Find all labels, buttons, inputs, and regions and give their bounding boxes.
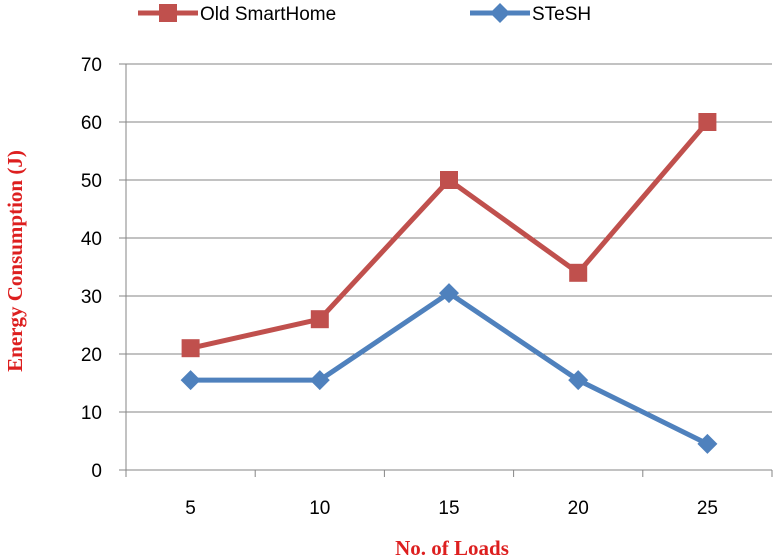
x-tick-label: 25 [697, 498, 718, 519]
y-axis-title: Energy Consumption (J) [3, 150, 27, 372]
series-line [190, 120, 710, 351]
y-tick-label: 30 [81, 287, 102, 308]
grid-lines [119, 63, 773, 477]
axes [125, 64, 772, 471]
y-tick-label: 50 [81, 171, 102, 192]
x-tick-label: 15 [438, 498, 459, 519]
data-point-marker [698, 113, 717, 131]
legend-label: Old SmartHome [200, 4, 336, 25]
series-old-smarthome [181, 113, 717, 358]
y-tick-label: 40 [81, 229, 102, 250]
x-tick-label: 20 [568, 498, 589, 519]
x-axis-title: No. of Loads [395, 536, 509, 559]
x-tick-labels: 5 10 15 20 25 [185, 498, 718, 519]
y-tick-label: 0 [91, 461, 102, 482]
data-point-marker [569, 263, 588, 282]
data-point-marker [439, 283, 459, 304]
series-stesh [180, 283, 718, 454]
data-point-marker [697, 433, 718, 454]
x-tick-label: 5 [185, 498, 196, 519]
data-point-marker [180, 370, 201, 391]
legend-marker [159, 4, 177, 22]
series-line [190, 290, 709, 447]
y-tick-labels: 0 10 20 30 40 50 60 70 [81, 55, 102, 482]
y-tick-label: 60 [81, 113, 102, 134]
y-tick-label: 10 [81, 403, 102, 424]
series-layer [180, 113, 718, 454]
legend-marker [490, 3, 510, 23]
data-point-marker [309, 370, 330, 391]
y-tick-label: 20 [81, 345, 102, 366]
data-point-marker [181, 339, 200, 358]
legend-item: STeSH [470, 3, 591, 25]
x-tick-label: 10 [309, 498, 330, 519]
legend: Old SmartHome STeSH [138, 3, 591, 25]
y-tick-label: 70 [81, 55, 102, 76]
legend-item: Old SmartHome [138, 4, 336, 25]
legend-label: STeSH [532, 4, 591, 25]
data-point-marker [440, 171, 458, 189]
data-point-marker [310, 310, 329, 329]
data-point-marker [568, 370, 589, 391]
